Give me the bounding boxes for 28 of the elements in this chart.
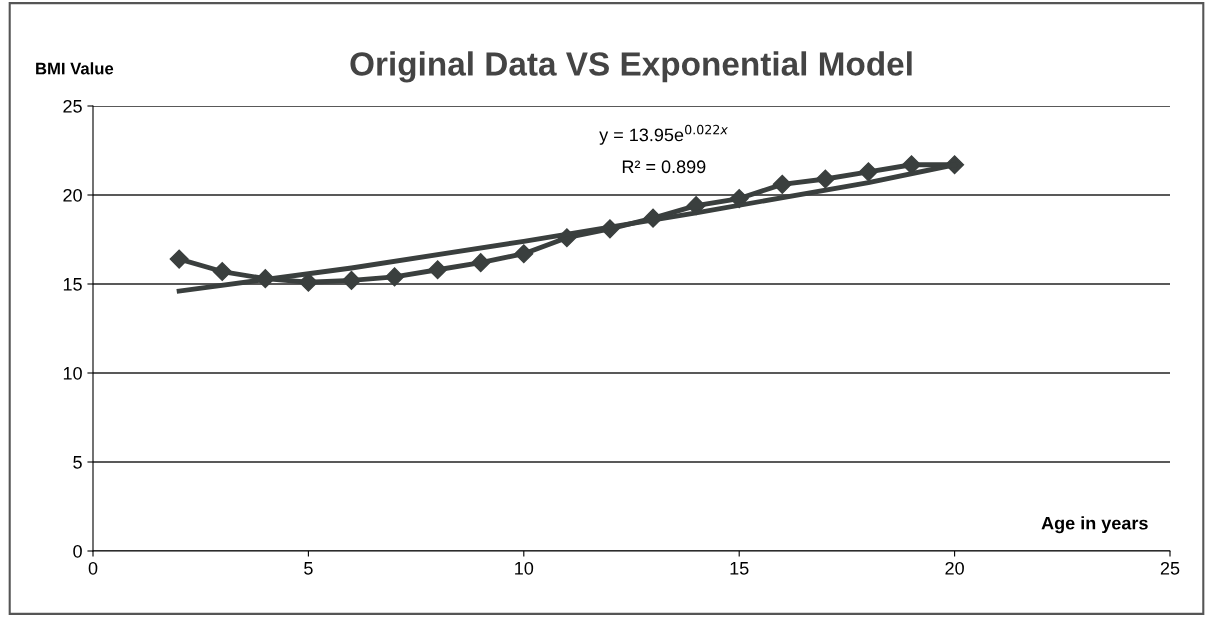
x-tick-label: 15 — [730, 562, 749, 575]
point — [385, 267, 405, 287]
point — [514, 244, 534, 264]
point — [169, 249, 189, 269]
point — [772, 174, 792, 194]
y-axis-title: BMI Value — [36, 62, 114, 75]
y-tick-label: 10 — [63, 366, 82, 380]
x-axis-title: Age in years — [1041, 516, 1148, 534]
point — [815, 169, 835, 189]
y-tick-label: 20 — [63, 188, 82, 202]
annotation: R² = 0.899 — [622, 160, 706, 174]
y-tick-label: 0 — [73, 544, 82, 558]
y-tick-label: 25 — [63, 99, 82, 113]
chart-title: Original Data VS Exponential Model — [350, 51, 912, 83]
x-tick-label: 10 — [515, 561, 534, 575]
point — [901, 155, 922, 175]
annotation: y = 13.95e$^{0.022x}$ — [599, 124, 728, 145]
point — [212, 262, 232, 282]
x-tick-label: 5 — [304, 562, 313, 575]
x-tick-label: 20 — [945, 561, 964, 575]
point — [858, 162, 878, 182]
y-tick-label: 5 — [73, 456, 82, 469]
point — [428, 260, 448, 280]
x-tick-label: 25 — [1160, 561, 1180, 575]
x-tick-label: 0 — [88, 561, 98, 575]
point — [471, 253, 491, 273]
point — [341, 270, 362, 290]
y-tick-label: 15 — [63, 278, 82, 291]
